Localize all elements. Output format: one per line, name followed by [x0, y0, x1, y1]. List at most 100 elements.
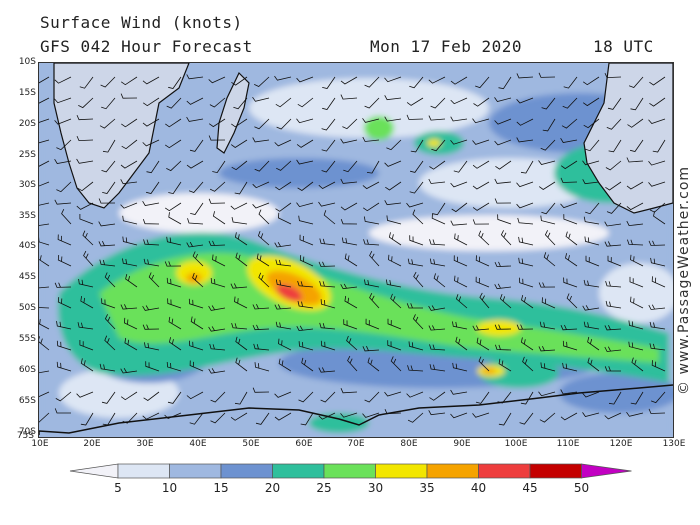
wind-barb — [189, 360, 204, 372]
wind-barb — [630, 254, 644, 267]
wind-barb — [318, 261, 336, 267]
wind-barb — [190, 202, 204, 215]
wind-barb — [252, 96, 270, 102]
wind-barb — [541, 97, 556, 110]
wind-barb — [275, 97, 292, 108]
colorbar-label: 5 — [114, 481, 122, 495]
wind-barb — [604, 72, 622, 79]
map-title: Surface Wind (knots) — [40, 13, 243, 32]
wind-barb — [275, 259, 292, 267]
wind-barb — [209, 97, 226, 108]
colorbar-arrow-high — [581, 463, 632, 479]
wind-barb — [450, 412, 468, 419]
wind-barb — [39, 223, 50, 226]
wind-barb — [518, 236, 534, 246]
wind-barb — [494, 324, 512, 330]
wind-barb — [276, 160, 292, 171]
wind-barb — [320, 340, 336, 351]
wind-barb — [322, 97, 336, 110]
wind-barb — [340, 388, 358, 394]
wind-barb — [604, 412, 622, 420]
wind-barb — [340, 412, 358, 418]
wind-barb — [649, 321, 666, 330]
wind-barb — [39, 336, 50, 351]
wind-barb — [318, 367, 336, 373]
wind-map[interactable] — [38, 62, 674, 438]
lon-label: 40E — [189, 439, 207, 449]
wind-barb — [54, 158, 72, 164]
wind-barb — [387, 340, 402, 351]
lat-label: 25S — [18, 150, 36, 160]
wind-barb — [648, 160, 666, 166]
wind-barb — [475, 276, 490, 288]
colorbar-label: 40 — [470, 481, 487, 495]
wind-barb — [168, 212, 182, 225]
wind-barb — [296, 202, 314, 208]
wind-barb — [408, 341, 424, 351]
wind-barb — [605, 160, 622, 171]
wind-barb — [540, 362, 556, 372]
wind-barb — [516, 137, 534, 143]
wind-barb — [275, 279, 292, 288]
wind-barb — [208, 135, 226, 141]
wind-barb — [560, 324, 578, 331]
wind-barb — [407, 412, 424, 423]
wind-barb — [409, 181, 424, 194]
wind-barb — [541, 202, 556, 215]
wind-barb — [77, 181, 94, 192]
wind-barb — [319, 238, 336, 246]
wind-barb — [39, 181, 50, 187]
wind-barb — [124, 337, 138, 351]
colorbar-swatch — [169, 463, 222, 479]
wind-barb — [479, 292, 490, 309]
wind-barb — [188, 181, 204, 193]
wind-barb — [255, 412, 270, 425]
wind-barb — [120, 179, 138, 185]
wind-barb — [364, 391, 380, 403]
wind-barb — [340, 94, 358, 100]
wind-barb — [99, 363, 116, 372]
wind-barb — [605, 300, 622, 309]
wind-barb — [450, 181, 468, 188]
colorbar-label: 30 — [367, 481, 384, 495]
wind-barb — [252, 181, 270, 189]
wind-barb — [208, 305, 226, 311]
wind-barb — [144, 342, 160, 351]
wind-barb — [653, 211, 666, 225]
wind-barb — [252, 304, 270, 310]
wind-barb — [231, 76, 248, 86]
wind-barb — [275, 202, 292, 212]
wind-barb — [187, 218, 204, 225]
wind-barb — [39, 202, 50, 206]
wind-barb — [410, 160, 424, 173]
wind-barb — [364, 279, 380, 288]
wind-barb — [562, 362, 578, 372]
wind-barb — [605, 280, 622, 288]
wind-barb — [186, 241, 204, 248]
wind-barb — [606, 118, 622, 130]
wind-barb — [39, 391, 50, 398]
wind-barb — [518, 257, 534, 267]
wind-barb — [429, 344, 446, 351]
wind-barb — [494, 139, 512, 146]
wind-barb — [234, 391, 248, 405]
wind-barb — [57, 234, 72, 246]
wind-barb — [406, 391, 424, 398]
wind-barb — [166, 160, 182, 172]
wind-barb — [390, 356, 402, 372]
wind-barb — [56, 321, 72, 330]
wind-barb — [563, 76, 578, 89]
wind-barb — [585, 139, 600, 152]
wind-barb — [209, 181, 226, 192]
wind-barb — [258, 272, 270, 288]
wind-barb — [102, 181, 116, 194]
wind-barb — [341, 237, 358, 246]
wind-barb — [607, 255, 622, 267]
wind-barb — [648, 181, 666, 187]
wind-barb — [166, 277, 182, 288]
wind-barb — [472, 325, 490, 331]
wind-barb — [299, 234, 314, 246]
wind-barb — [274, 412, 292, 421]
wind-barb — [168, 76, 182, 89]
wind-barb — [538, 72, 556, 78]
